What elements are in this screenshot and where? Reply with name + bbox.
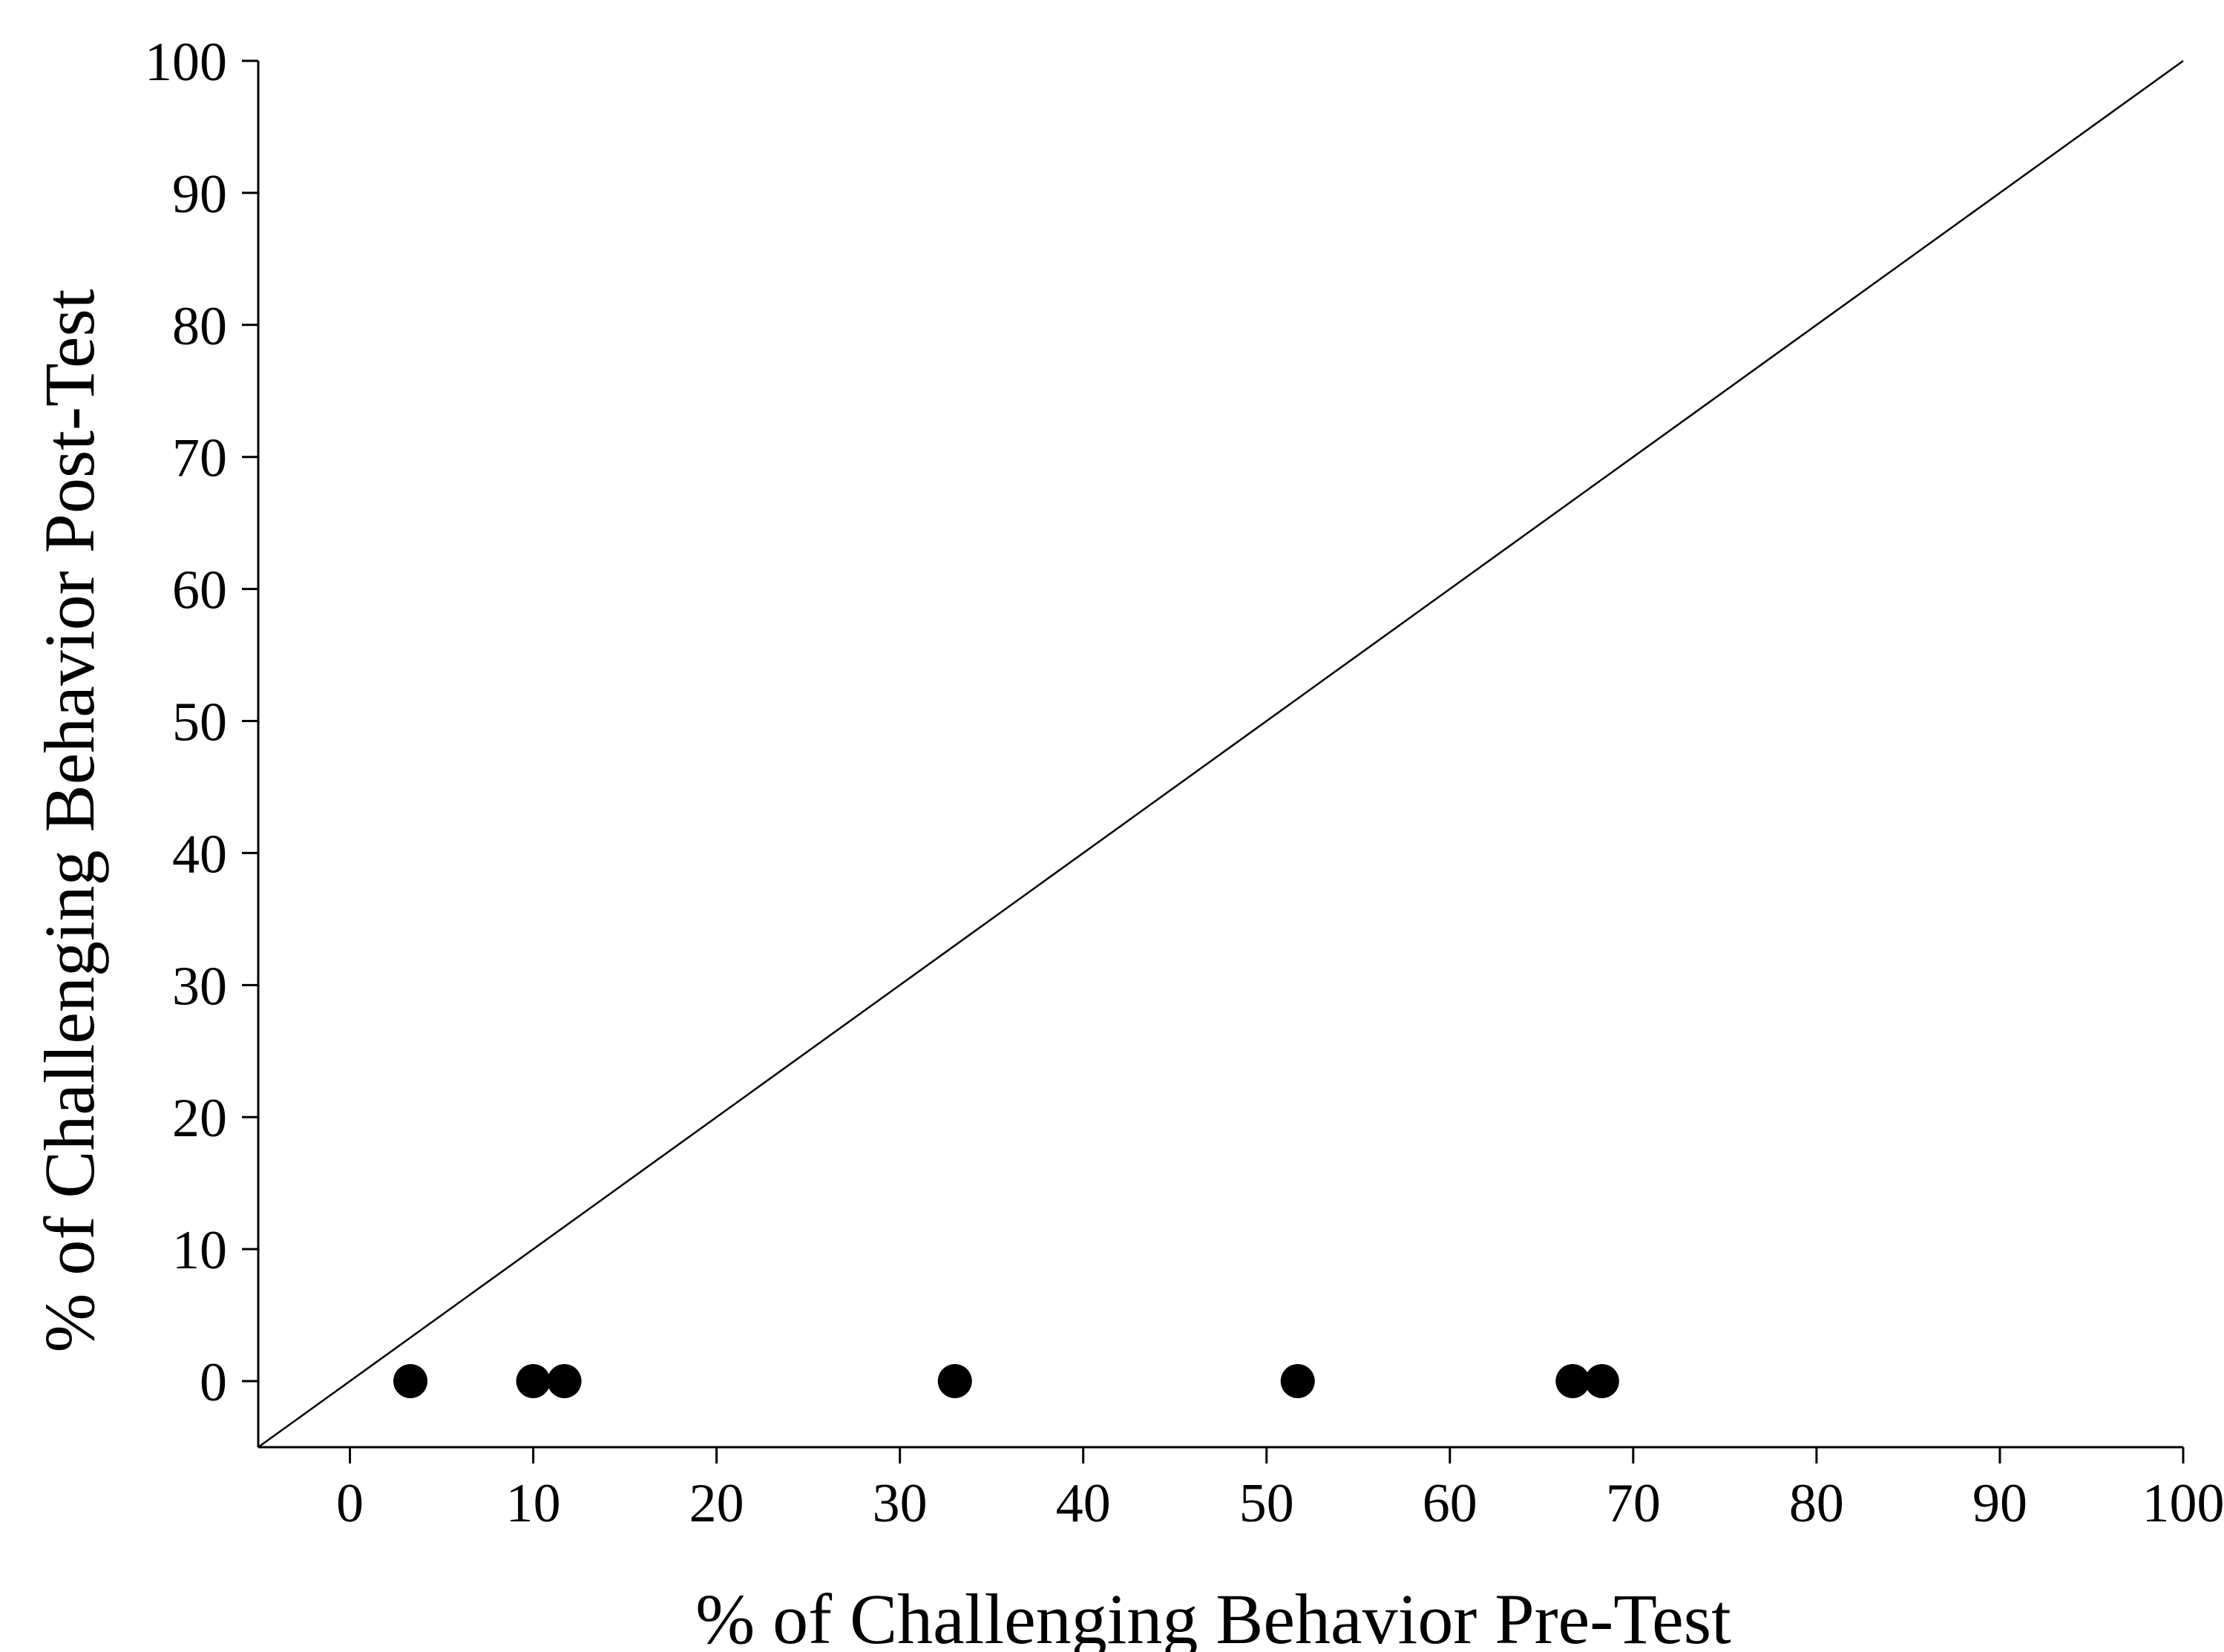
y-axis-title: % of Challenging Behavior Post-Test	[30, 289, 109, 1352]
y-tick-label: 50	[172, 692, 227, 753]
y-tick-label: 40	[172, 824, 227, 885]
y-tick-label: 0	[200, 1352, 227, 1413]
data-point	[1280, 1364, 1315, 1399]
y-tick-label: 30	[172, 956, 227, 1017]
y-tick-label: 90	[172, 164, 227, 225]
y-tick-label: 20	[172, 1088, 227, 1149]
y-tick-label: 80	[172, 296, 227, 357]
y-ticks: 0 10 20 30 40 50 60 70 80 90 100	[145, 32, 258, 1413]
x-ticks: 0 10 20 30 40 50 60 70 80 90 100	[336, 1447, 2224, 1534]
x-tick-label: 30	[873, 1473, 928, 1534]
x-tick-label: 100	[2142, 1473, 2224, 1534]
x-tick-label: 50	[1239, 1473, 1294, 1534]
axes	[257, 61, 2183, 1449]
x-tick-label: 70	[1606, 1473, 1661, 1534]
x-tick-label: 80	[1789, 1473, 1844, 1534]
y-tick-label: 60	[172, 560, 227, 621]
x-tick-label: 40	[1056, 1473, 1111, 1534]
y-tick-label: 70	[172, 428, 227, 489]
data-points	[393, 1364, 1619, 1399]
x-tick-label: 20	[689, 1473, 744, 1534]
data-point	[547, 1364, 582, 1399]
identity-reference-line	[258, 59, 2184, 1449]
x-axis-title: % of Challenging Behavior Pre-Test	[695, 1579, 1731, 1652]
y-tick-label: 10	[172, 1220, 227, 1281]
data-point	[937, 1364, 972, 1399]
data-point	[1555, 1364, 1590, 1399]
y-tick-label: 100	[145, 32, 227, 93]
x-tick-label: 10	[506, 1473, 561, 1534]
x-tick-label: 60	[1423, 1473, 1477, 1534]
x-tick-label: 0	[336, 1473, 364, 1534]
data-point	[1584, 1364, 1619, 1399]
data-point	[393, 1364, 428, 1399]
data-point	[516, 1364, 551, 1399]
x-tick-label: 90	[1972, 1473, 2027, 1534]
